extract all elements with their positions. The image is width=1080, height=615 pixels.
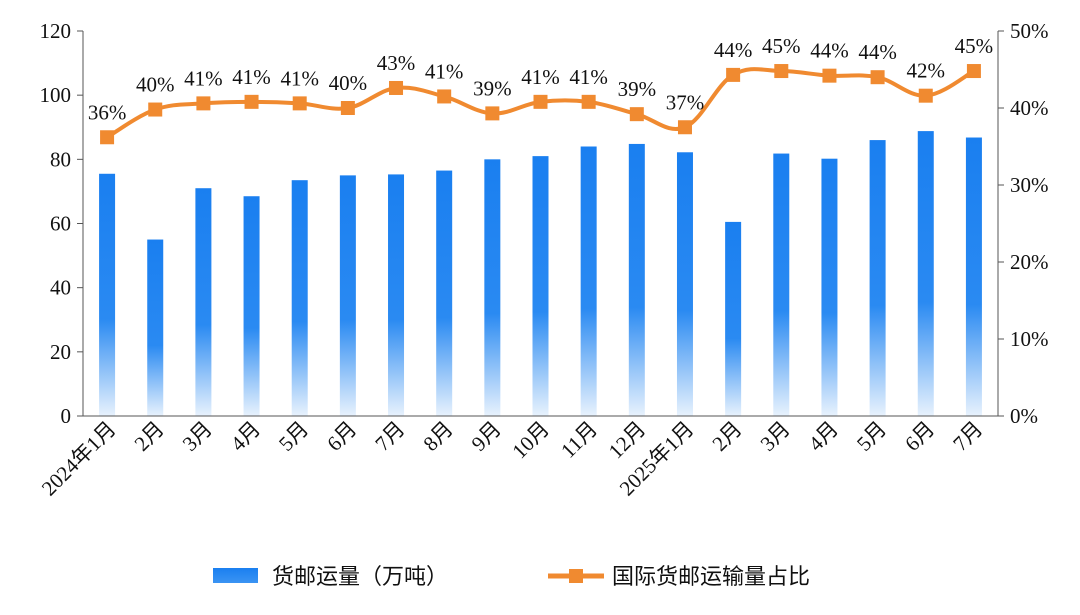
- line-marker: [726, 67, 741, 82]
- x-tick-label: 7月: [948, 417, 987, 456]
- left-y-axis: 0 20 40 60 80 100 120: [40, 19, 84, 428]
- bar: [436, 170, 453, 416]
- right-tick-label: 20%: [1010, 250, 1049, 274]
- x-tick-label: 6月: [322, 417, 361, 456]
- data-label: 45%: [955, 34, 994, 58]
- line-marker: [148, 102, 163, 117]
- data-label: 41%: [184, 66, 223, 90]
- line-marker: [485, 106, 500, 121]
- bar: [965, 137, 982, 416]
- data-label: 36%: [88, 100, 127, 124]
- data-label: 41%: [425, 59, 464, 83]
- line-marker: [918, 88, 933, 103]
- x-tick-label: 4月: [226, 417, 265, 456]
- x-tick-label: 5月: [274, 417, 313, 456]
- right-tick-label: 0%: [1010, 404, 1038, 428]
- left-tick-label: 20: [50, 340, 71, 364]
- data-label: 45%: [762, 34, 801, 58]
- bar: [725, 221, 742, 416]
- bar: [532, 156, 549, 416]
- bar: [676, 152, 693, 416]
- line-series: 36% 40% 41% 41% 41% 40% 43% 41% 39% 41% 41% 39% 37% 4…: [88, 34, 994, 145]
- legend-swatch-bar: [213, 568, 258, 583]
- bar: [821, 158, 838, 417]
- bar: [917, 131, 934, 416]
- legend-swatch-marker: [569, 569, 583, 583]
- line-marker: [822, 68, 837, 83]
- x-tick-label: 9月: [467, 417, 506, 456]
- right-tick-label: 10%: [1010, 327, 1049, 351]
- x-tick-label: 10月: [507, 417, 554, 464]
- data-label: 40%: [329, 71, 368, 95]
- data-label: 42%: [907, 59, 946, 83]
- x-tick-label: 2024年1月: [37, 417, 121, 501]
- right-tick-label: 30%: [1010, 173, 1049, 197]
- line-marker: [774, 64, 789, 79]
- line-marker: [870, 70, 885, 85]
- bar: [484, 159, 501, 417]
- bar: [195, 188, 212, 416]
- bar: [580, 146, 597, 416]
- left-tick-label: 100: [40, 83, 72, 107]
- data-label: 40%: [136, 73, 175, 97]
- data-label: 43%: [377, 51, 416, 75]
- data-label: 41%: [569, 65, 608, 89]
- bar: [99, 173, 116, 416]
- data-label: 41%: [232, 65, 271, 89]
- bar: [869, 140, 886, 417]
- x-tick-label: 3月: [756, 417, 795, 456]
- left-tick-label: 0: [61, 404, 72, 428]
- legend-label-bar: 货邮运量（万吨）: [272, 565, 448, 590]
- legend: 货邮运量（万吨） 国际货邮运输量占比: [213, 565, 810, 590]
- x-tick-label: 6月: [900, 417, 939, 456]
- x-tick-label: 3月: [178, 417, 217, 456]
- x-tick-label: 11月: [556, 417, 602, 463]
- line-marker: [533, 94, 548, 109]
- bar: [773, 153, 790, 416]
- line-marker: [629, 107, 644, 122]
- data-label: 44%: [858, 40, 897, 64]
- left-tick-label: 120: [40, 19, 72, 43]
- line-marker: [437, 89, 452, 104]
- right-tick-label: 40%: [1010, 96, 1049, 120]
- x-tick-label: 8月: [418, 417, 457, 456]
- line-marker: [196, 96, 211, 111]
- x-tick-label: 4月: [804, 417, 843, 456]
- line-marker: [581, 94, 596, 109]
- line-marker: [677, 120, 692, 135]
- x-tick-label: 5月: [852, 417, 891, 456]
- line-marker: [389, 80, 404, 95]
- x-tick-label: 2月: [130, 417, 169, 456]
- data-label: 44%: [714, 38, 753, 62]
- bar: [339, 175, 356, 416]
- bar: [243, 196, 260, 416]
- legend-label-line: 国际货邮运输量占比: [612, 565, 810, 590]
- x-tick-label: 7月: [370, 417, 409, 456]
- bar-series: [83, 131, 998, 417]
- right-tick-label: 50%: [1010, 19, 1049, 43]
- data-label: 37%: [666, 90, 705, 114]
- data-label: 41%: [521, 65, 560, 89]
- right-y-axis: 0% 10% 20% 30% 40% 50%: [997, 19, 1049, 428]
- bar: [147, 239, 164, 416]
- bar: [388, 174, 405, 416]
- line-marker: [244, 94, 259, 109]
- left-tick-label: 60: [50, 212, 71, 236]
- data-label: 39%: [473, 76, 512, 100]
- x-tick-label: 2月: [707, 417, 746, 456]
- line-marker: [340, 101, 355, 115]
- bar: [291, 180, 308, 416]
- left-tick-label: 80: [50, 147, 71, 171]
- line-marker: [100, 130, 115, 145]
- left-tick-label: 40: [50, 276, 71, 300]
- data-label: 44%: [810, 39, 849, 63]
- line-marker: [966, 64, 981, 79]
- bar: [628, 143, 645, 416]
- line-marker: [292, 96, 307, 111]
- data-label: 39%: [618, 77, 657, 101]
- data-label: 41%: [280, 66, 319, 90]
